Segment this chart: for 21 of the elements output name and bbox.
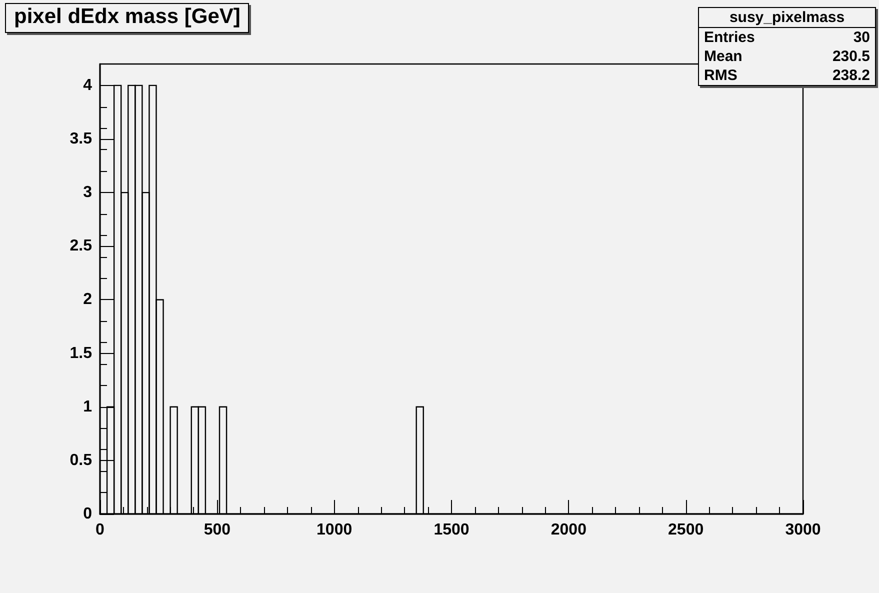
y-tick-label: 2 xyxy=(83,291,92,308)
x-tick-label: 2500 xyxy=(668,522,704,538)
x-tick-label: 500 xyxy=(204,522,231,538)
y-tick-label: 2.5 xyxy=(70,238,92,255)
x-tick-label: 1500 xyxy=(434,522,470,538)
x-tick-label: 0 xyxy=(96,522,105,538)
y-tick-label: 0 xyxy=(83,506,92,522)
y-tick-label: 1.5 xyxy=(70,344,92,362)
text: Mean 230.5 xyxy=(704,48,870,65)
x-tick-label: 3000 xyxy=(785,522,821,538)
chart-title: pixel dEdx mass [GeV] xyxy=(5,3,250,33)
text: RMS 238.2 xyxy=(704,67,870,84)
text: susy_pixelmass xyxy=(699,8,875,28)
y-tick-label: 3.5 xyxy=(70,130,92,148)
y-tick-label: 3 xyxy=(83,184,92,202)
y-tick-label: 4 xyxy=(83,76,92,94)
x-tick-label: 1000 xyxy=(316,522,352,538)
text: Entries 30 xyxy=(704,29,870,46)
x-tick-label: 2000 xyxy=(550,522,587,538)
y-tick-label: 1 xyxy=(83,398,92,416)
y-tick-label: 0.5 xyxy=(70,452,92,469)
